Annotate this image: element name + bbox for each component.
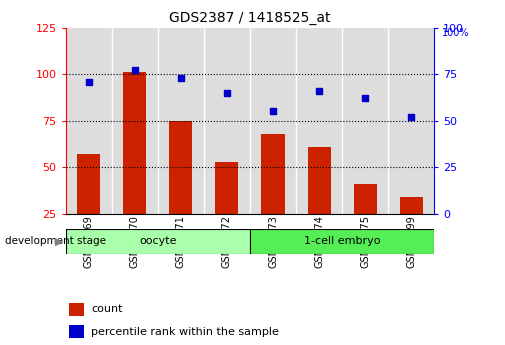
Bar (123, 72, 146, 214)
Bar (169, 121, 192, 214)
Bar (250, 28, 296, 214)
Point (407, 114, 415, 120)
Bar (354, 184, 377, 214)
Text: 1-cell embryo: 1-cell embryo (304, 237, 380, 246)
Bar (77, 154, 100, 214)
Text: percentile rank within the sample: percentile rank within the sample (91, 327, 279, 337)
Point (85, 79, 93, 85)
Bar (388, 28, 434, 214)
Point (223, 90, 231, 96)
Bar (262, 134, 284, 214)
Text: development stage: development stage (5, 237, 106, 246)
Bar (112, 28, 158, 214)
Point (361, 96, 369, 101)
Text: ▶: ▶ (55, 237, 63, 246)
Bar (69, 303, 84, 316)
Bar (296, 28, 342, 214)
Bar (69, 325, 84, 338)
Text: oocyte: oocyte (139, 237, 177, 246)
Point (315, 88, 323, 94)
Bar (158, 28, 204, 214)
Bar (66, 229, 250, 254)
Bar (204, 28, 250, 214)
Bar (400, 197, 423, 214)
Text: count: count (91, 304, 123, 314)
Point (269, 109, 277, 114)
Text: 100%: 100% (442, 28, 469, 38)
Title: GDS2387 / 1418525_at: GDS2387 / 1418525_at (169, 11, 331, 25)
Point (131, 68, 139, 73)
Bar (308, 147, 331, 214)
Bar (342, 28, 388, 214)
Bar (216, 162, 238, 214)
Bar (250, 229, 434, 254)
Point (177, 75, 185, 81)
Bar (66, 28, 112, 214)
